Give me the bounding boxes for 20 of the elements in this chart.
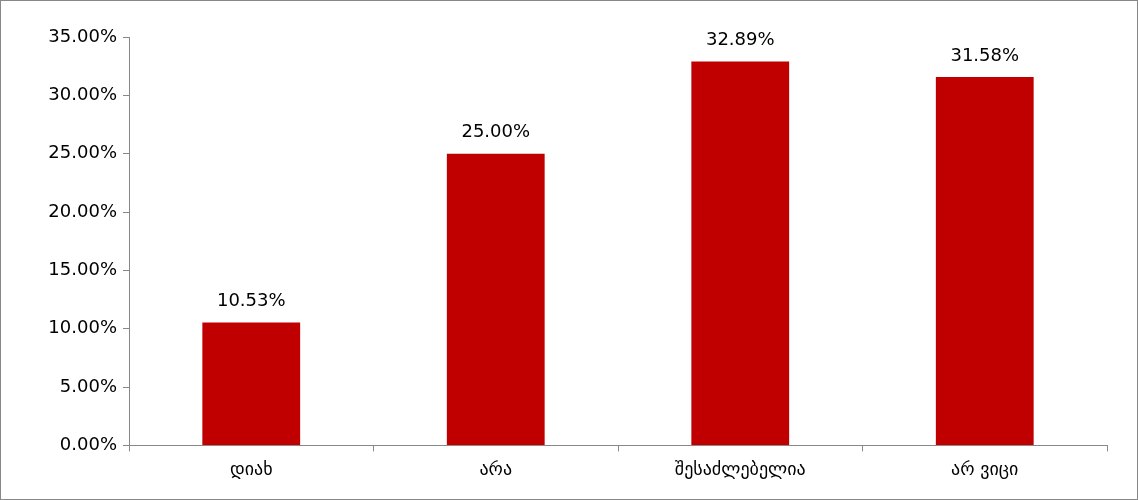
y-tick-label: 25.00% xyxy=(48,141,117,163)
bar xyxy=(446,153,545,445)
bar xyxy=(202,322,301,445)
y-tick-label: 20.00% xyxy=(48,199,117,221)
y-tick-label: 30.00% xyxy=(48,83,117,105)
data-label: 25.00% xyxy=(461,120,531,142)
y-tick-label: 10.00% xyxy=(48,316,117,338)
y-tick-label: 5.00% xyxy=(59,374,117,396)
data-label: 10.53% xyxy=(216,289,286,311)
x-tick-label: არა xyxy=(479,457,513,479)
bar xyxy=(691,61,790,445)
bar xyxy=(935,76,1034,445)
x-tick-label: დიახ xyxy=(229,457,273,479)
x-tick-label: შესაძლებელია xyxy=(674,457,806,479)
y-tick-label: 15.00% xyxy=(48,258,117,280)
y-tick-label: 0.00% xyxy=(59,433,117,455)
x-tick-label: არ ვიცი xyxy=(951,457,1019,479)
data-label: 32.89% xyxy=(705,28,775,50)
data-label: 31.58% xyxy=(950,43,1020,65)
y-tick-label: 35.00% xyxy=(48,24,117,46)
